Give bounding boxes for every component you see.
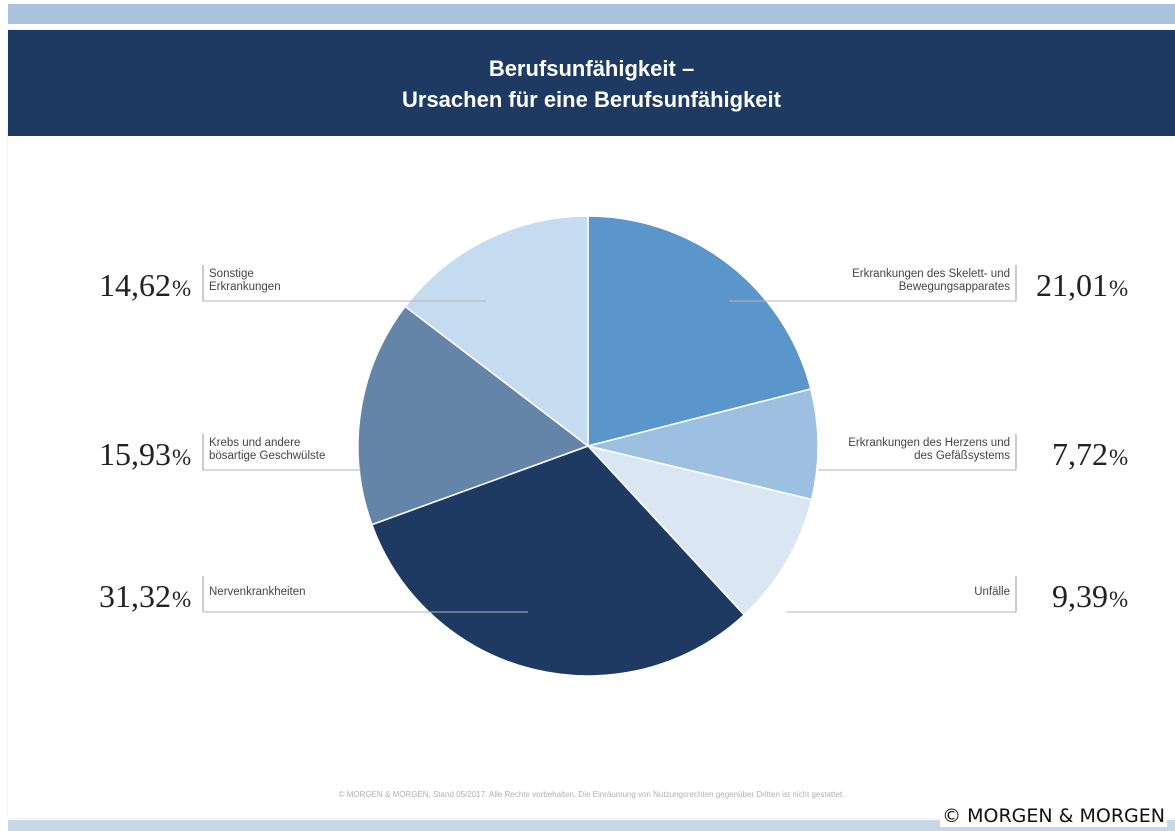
chart-title-line-1: Berufsunfähigkeit – [488, 56, 695, 81]
pie-slice [357, 305, 590, 526]
pie-slice [370, 445, 746, 677]
category-label: Sonstige [209, 268, 254, 280]
percentage-value: 15,93 [99, 436, 171, 472]
category-label: Bewegungsapparates [899, 281, 1010, 293]
category-label: Nervenkrankheiten [209, 586, 306, 598]
chart-title-line-2: Ursachen für eine Berufsunfähigkeit [402, 87, 781, 112]
pie-chart: Erkrankungen des Skelett- undBewegungsap… [99, 215, 1128, 677]
percentage-value: 21,01 [1036, 267, 1108, 303]
percent-sign: % [172, 587, 191, 612]
percentage-value: 14,62 [99, 267, 171, 303]
pie-slice [587, 215, 812, 447]
pie-slice [587, 388, 819, 501]
watermark: © MORGEN & MORGEN [940, 805, 1167, 827]
percent-sign: % [172, 276, 191, 301]
bottom-strip [8, 820, 1175, 831]
percentage-value: 9,39 [1052, 578, 1108, 614]
percentage-value: 31,32 [99, 578, 171, 614]
category-label: Erkrankungen des Skelett- und [852, 268, 1010, 280]
percent-sign: % [1109, 445, 1128, 470]
slide: Berufsunfähigkeit – Ursachen für eine Be… [8, 30, 1175, 818]
pie-slice [404, 215, 589, 448]
category-label: bösartige Geschwülste [209, 450, 325, 462]
pie-slice [585, 444, 813, 616]
percent-sign: % [1109, 587, 1128, 612]
category-label: Krebs und andere [209, 437, 300, 449]
category-label: Erkrankungen [209, 281, 281, 293]
category-label: Erkrankungen des Herzens und [848, 437, 1010, 449]
percent-sign: % [1109, 276, 1128, 301]
chart-header: Berufsunfähigkeit – Ursachen für eine Be… [8, 30, 1175, 136]
top-strip [8, 4, 1175, 24]
copyright-note: © MORGEN & MORGEN, Stand 05/2017. Alle R… [338, 790, 845, 799]
percentage-value: 7,72 [1052, 436, 1108, 472]
category-label: Unfälle [974, 586, 1010, 598]
category-label: des Gefäßsystems [914, 450, 1010, 462]
percent-sign: % [172, 445, 191, 470]
